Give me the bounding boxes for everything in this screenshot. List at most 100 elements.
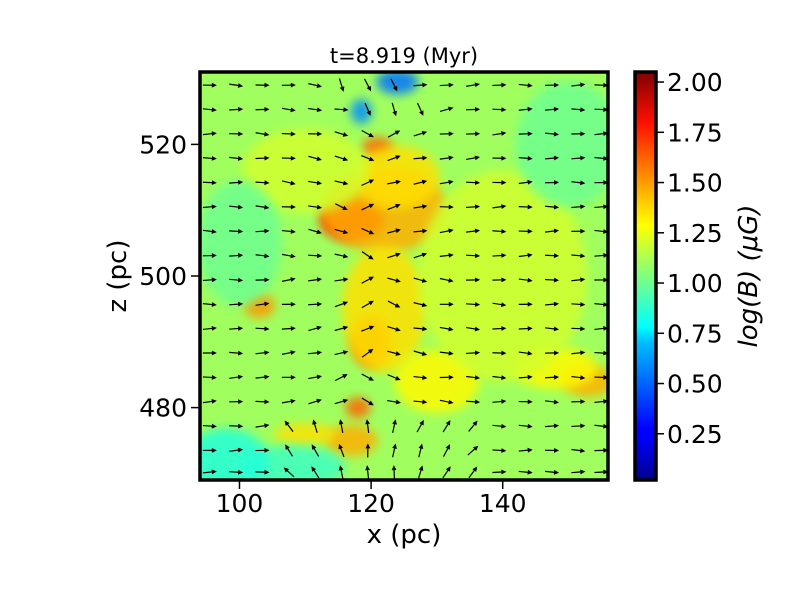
- field-vector: [518, 301, 533, 307]
- field-vector: [202, 277, 217, 283]
- field-vector: [466, 350, 481, 356]
- field-vector: [202, 399, 217, 404]
- field-vector: [308, 398, 322, 405]
- field-vector: [229, 423, 244, 429]
- field-vector: [281, 253, 296, 259]
- field-vector: [281, 155, 296, 161]
- field-vector: [442, 420, 451, 433]
- field-vector: [594, 277, 608, 283]
- field-vector: [466, 399, 481, 405]
- field-vector: [413, 252, 428, 259]
- field-vector: [439, 301, 454, 307]
- field-vector: [202, 180, 217, 186]
- field-vector: [255, 350, 270, 356]
- field-vector: [518, 82, 533, 88]
- field-vector: [466, 326, 481, 332]
- field-vector: [308, 228, 322, 235]
- x-axis: 100 120 140: [216, 480, 527, 518]
- field-vector: [492, 448, 507, 453]
- field-vector: [518, 228, 533, 234]
- field-vector: [594, 204, 608, 210]
- plot-area: [198, 70, 610, 482]
- field-vector: [439, 179, 454, 185]
- field-vector: [518, 204, 533, 210]
- field-vector: [387, 179, 402, 185]
- field-vector: [594, 180, 608, 185]
- field-vector: [361, 276, 374, 284]
- field-vector: [365, 443, 371, 458]
- field-vector: [255, 82, 270, 88]
- field-vector: [571, 302, 586, 307]
- field-vector: [308, 374, 323, 380]
- field-vector: [439, 350, 454, 356]
- field-vector: [338, 465, 344, 480]
- field-vector: [387, 350, 401, 356]
- field-vector: [334, 180, 349, 186]
- field-vector: [387, 228, 401, 234]
- field-vector: [387, 374, 401, 381]
- field-vector: [281, 326, 296, 331]
- field-vector: [545, 350, 560, 356]
- field-vector: [466, 180, 481, 186]
- field-vector: [492, 469, 507, 475]
- field-vector: [361, 373, 374, 381]
- field-vector: [202, 155, 217, 161]
- field-vector: [281, 350, 296, 355]
- field-vector: [392, 419, 397, 434]
- field-vector: [518, 155, 533, 161]
- field-vector: [467, 445, 479, 456]
- field-vector: [283, 467, 295, 478]
- field-vector: [594, 156, 608, 161]
- field-vector: [334, 203, 348, 211]
- field-vector: [202, 229, 217, 234]
- heatmap-feature: [376, 72, 419, 95]
- heatmap-feature: [355, 145, 440, 209]
- x-tick-label: 140: [479, 489, 527, 518]
- field-vector: [202, 204, 217, 210]
- field-vector: [594, 131, 608, 136]
- field-vector: [545, 82, 560, 88]
- field-vector: [518, 374, 533, 380]
- field-vector: [518, 423, 533, 429]
- field-vector: [281, 277, 296, 282]
- field-vector: [545, 469, 560, 475]
- field-vector: [281, 229, 296, 234]
- colorbar-tick-label: 1.50: [667, 169, 723, 198]
- field-vector: [202, 107, 217, 113]
- field-vector: [492, 107, 507, 113]
- y-tick-label: 500: [139, 262, 187, 291]
- field-vector: [202, 302, 217, 307]
- field-vector: [391, 102, 397, 117]
- field-vector: [545, 155, 560, 161]
- field-vector: [334, 131, 349, 137]
- field-vector: [255, 399, 270, 405]
- heatmap-features: [200, 72, 608, 480]
- field-vector: [364, 102, 371, 116]
- field-vector: [338, 78, 345, 92]
- field-vector: [308, 301, 323, 307]
- field-vector: [284, 420, 294, 432]
- field-vector: [466, 375, 481, 380]
- heatmap-feature: [342, 245, 427, 373]
- field-vector: [308, 204, 323, 210]
- field-vector: [466, 155, 480, 161]
- field-vector: [229, 228, 244, 234]
- field-vector: [202, 131, 217, 137]
- field-vector: [466, 253, 481, 259]
- field-vector: [365, 465, 370, 480]
- heatmap-feature: [200, 428, 269, 480]
- y-tick-label: 520: [139, 130, 187, 159]
- field-vector: [466, 107, 481, 112]
- field-vector: [255, 469, 270, 475]
- colorbar-gradient: [633, 70, 658, 482]
- field-vector: [281, 82, 296, 88]
- field-vector: [518, 326, 533, 331]
- field-vector: [361, 348, 374, 358]
- field-vector: [255, 301, 270, 307]
- field-vector: [229, 350, 244, 356]
- field-vector: [255, 131, 270, 137]
- field-vector: [281, 301, 296, 307]
- field-vector: [387, 277, 401, 283]
- field-vector: [391, 465, 397, 480]
- field-vector: [594, 469, 608, 475]
